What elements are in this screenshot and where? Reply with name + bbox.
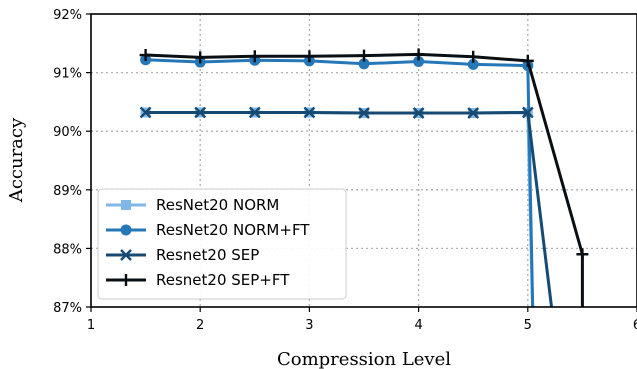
x-tick-label: 1 — [87, 318, 95, 333]
x-tick-label: 4 — [414, 318, 422, 333]
data-point — [303, 50, 316, 63]
series-layer — [139, 48, 589, 307]
x-axis-label: Compression Level — [277, 349, 451, 369]
x-tick-label: 3 — [305, 318, 313, 333]
data-point — [248, 106, 261, 119]
x-tick-label: 5 — [524, 318, 532, 333]
data-point — [576, 248, 589, 261]
legend: ResNet20 NORM ResNet20 NORM+FT Resnet20 SE… — [97, 188, 347, 300]
y-tick-label: 88% — [53, 242, 82, 257]
data-point — [358, 58, 370, 70]
data-point — [467, 50, 480, 63]
data-point — [139, 106, 152, 119]
data-point — [467, 58, 479, 70]
y-tick-label: 92% — [53, 8, 82, 23]
legend-label: Resnet20 SEP — [156, 246, 259, 264]
legend-label: ResNet20 NORM — [156, 196, 279, 214]
legend-marker — [120, 224, 132, 236]
data-point — [358, 49, 370, 62]
legend-label: ResNet20 NORM+FT — [156, 221, 310, 239]
legend-marker — [120, 249, 132, 261]
y-tick-label: 87% — [53, 301, 82, 316]
tick-layer: 1 2 3 4 5 6 87% 88% 89% 90% 91% 92% — [53, 8, 637, 333]
data-point — [521, 106, 534, 119]
legend-item: Resnet20 SEP+FT — [106, 271, 290, 289]
y-axis-label: Accuracy — [6, 117, 27, 203]
series-2 — [139, 106, 554, 307]
data-point — [412, 107, 425, 119]
data-point — [139, 49, 152, 62]
series-3 — [139, 48, 589, 307]
data-point — [248, 50, 261, 63]
y-tick-label: 90% — [53, 125, 82, 140]
x-tick-label: 6 — [633, 318, 637, 333]
data-point — [412, 48, 425, 61]
data-point — [194, 106, 207, 119]
y-tick-label: 89% — [53, 184, 82, 199]
data-point — [358, 107, 370, 119]
legend-box — [97, 188, 347, 300]
data-point — [303, 106, 316, 119]
data-point — [413, 55, 425, 67]
data-point — [194, 51, 207, 64]
legend-marker — [121, 200, 131, 210]
x-tick-label: 2 — [196, 318, 204, 333]
legend-item: ResNet20 NORM — [106, 196, 279, 214]
legend-marker — [120, 274, 132, 286]
data-point — [521, 54, 534, 67]
plot-frame — [90, 13, 637, 308]
series-line — [145, 52, 584, 307]
legend-item: ResNet20 NORM+FT — [106, 221, 310, 239]
legend-item: Resnet20 SEP — [106, 246, 259, 264]
data-point — [467, 107, 480, 119]
legend-label: Resnet20 SEP+FT — [156, 271, 290, 289]
y-tick-label: 91% — [53, 67, 82, 82]
